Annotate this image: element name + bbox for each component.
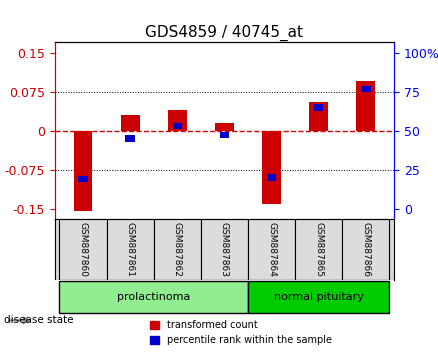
Text: normal pituitary: normal pituitary [274,292,364,302]
Bar [314,104,324,110]
Bar [168,110,187,131]
FancyBboxPatch shape [248,219,295,280]
Bar [78,176,88,182]
FancyBboxPatch shape [248,281,389,313]
Bar [267,175,276,181]
FancyBboxPatch shape [60,219,106,280]
Bar [215,123,234,131]
Text: GSM887861: GSM887861 [126,222,134,277]
FancyBboxPatch shape [201,219,248,280]
Text: GSM887864: GSM887864 [267,222,276,277]
Text: GSM887862: GSM887862 [173,222,182,277]
Bar [309,102,328,131]
Bar [121,115,140,131]
Bar [361,86,371,92]
Text: disease state: disease state [4,315,74,325]
Bar [74,131,92,211]
Bar [220,132,229,138]
Bar [173,122,182,129]
Text: GSM887863: GSM887863 [220,222,229,277]
Text: prolactinoma: prolactinoma [117,292,191,302]
FancyBboxPatch shape [106,219,154,280]
Text: GSM887866: GSM887866 [361,222,371,277]
Text: GSM887865: GSM887865 [314,222,323,277]
Bar [125,136,135,142]
FancyBboxPatch shape [343,219,389,280]
Bar [262,131,281,204]
FancyBboxPatch shape [295,219,343,280]
Text: GSM887860: GSM887860 [78,222,88,277]
Bar [357,81,375,131]
FancyBboxPatch shape [60,281,248,313]
Legend: transformed count, percentile rank within the sample: transformed count, percentile rank withi… [146,316,336,349]
FancyBboxPatch shape [154,219,201,280]
Title: GDS4859 / 40745_at: GDS4859 / 40745_at [145,25,304,41]
